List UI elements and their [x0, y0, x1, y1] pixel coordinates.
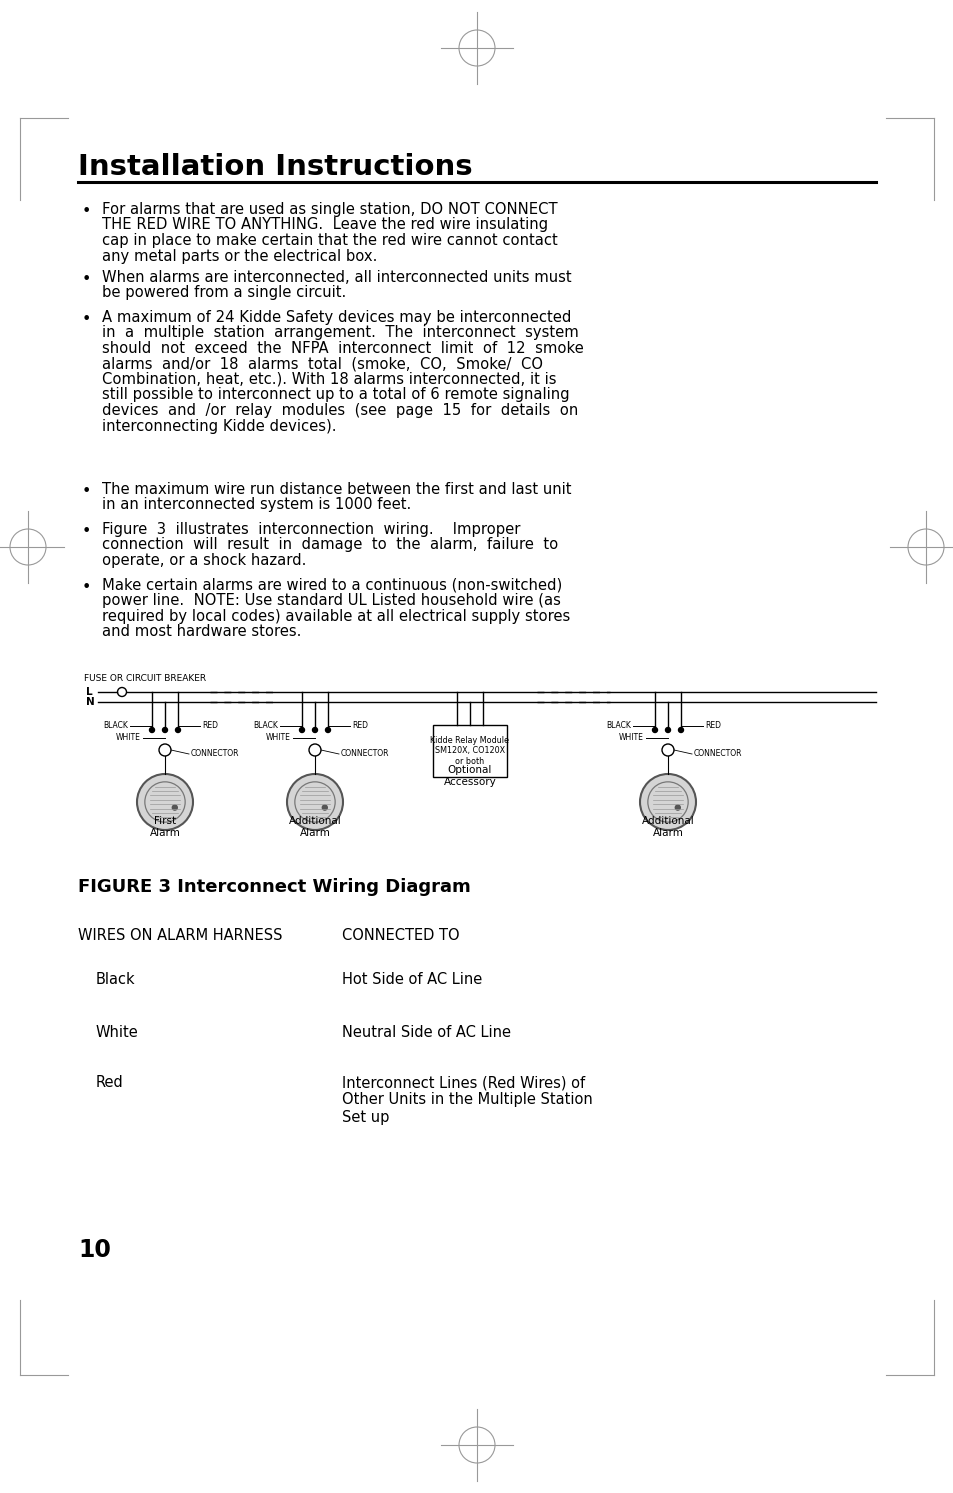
- Circle shape: [137, 773, 193, 830]
- Circle shape: [172, 805, 177, 811]
- Text: RED: RED: [202, 721, 218, 730]
- Text: L: L: [86, 687, 92, 697]
- Text: any metal parts or the electrical box.: any metal parts or the electrical box.: [102, 248, 377, 263]
- Circle shape: [652, 727, 657, 733]
- Text: in  a  multiple  station  arrangement.  The  interconnect  system: in a multiple station arrangement. The i…: [102, 325, 578, 340]
- Text: N: N: [86, 697, 94, 708]
- Circle shape: [322, 805, 327, 811]
- Text: Figure  3  illustrates  interconnection  wiring.    Improper: Figure 3 illustrates interconnection wir…: [102, 523, 519, 537]
- Circle shape: [287, 773, 343, 830]
- Bar: [433, 726, 506, 776]
- Text: WHITE: WHITE: [266, 733, 291, 742]
- Text: operate, or a shock hazard.: operate, or a shock hazard.: [102, 552, 306, 567]
- Text: •: •: [82, 484, 91, 499]
- Circle shape: [665, 727, 670, 733]
- Text: The maximum wire run distance between the first and last unit: The maximum wire run distance between th…: [102, 482, 571, 497]
- Text: FIGURE 3 Interconnect Wiring Diagram: FIGURE 3 Interconnect Wiring Diagram: [78, 878, 470, 896]
- Text: Combination, heat, etc.). With 18 alarms interconnected, it is: Combination, heat, etc.). With 18 alarms…: [102, 372, 556, 387]
- Text: •: •: [82, 524, 91, 539]
- Circle shape: [150, 727, 154, 733]
- Text: White: White: [96, 1026, 138, 1041]
- Text: BLACK: BLACK: [253, 721, 277, 730]
- Text: WHITE: WHITE: [116, 733, 141, 742]
- Text: For alarms that are used as single station, DO NOT CONNECT: For alarms that are used as single stati…: [102, 202, 558, 216]
- Text: Installation Instructions: Installation Instructions: [78, 152, 472, 181]
- Circle shape: [175, 727, 180, 733]
- Text: Make certain alarms are wired to a continuous (non-switched): Make certain alarms are wired to a conti…: [102, 578, 561, 593]
- Text: First
Alarm: First Alarm: [150, 817, 180, 838]
- Text: BLACK: BLACK: [103, 721, 128, 730]
- Text: CONNECTOR: CONNECTOR: [191, 749, 239, 758]
- Circle shape: [639, 773, 696, 830]
- Text: Additional
Alarm: Additional Alarm: [641, 817, 694, 838]
- Text: Red: Red: [96, 1075, 124, 1090]
- Text: •: •: [82, 205, 91, 219]
- Text: WIRES ON ALARM HARNESS: WIRES ON ALARM HARNESS: [78, 929, 282, 944]
- Text: be powered from a single circuit.: be powered from a single circuit.: [102, 285, 346, 300]
- Circle shape: [159, 744, 171, 755]
- Text: •: •: [82, 579, 91, 596]
- Text: WHITE: WHITE: [618, 733, 643, 742]
- Text: 10: 10: [78, 1238, 111, 1262]
- Text: power line.  NOTE: Use standard UL Listed household wire (as: power line. NOTE: Use standard UL Listed…: [102, 594, 560, 609]
- Text: CONNECTOR: CONNECTOR: [340, 749, 389, 758]
- Text: Black: Black: [96, 972, 135, 987]
- Text: FUSE OR CIRCUIT BREAKER: FUSE OR CIRCUIT BREAKER: [84, 673, 206, 682]
- Text: BLACK: BLACK: [605, 721, 630, 730]
- Text: THE RED WIRE TO ANYTHING.  Leave the red wire insulating: THE RED WIRE TO ANYTHING. Leave the red …: [102, 218, 548, 233]
- Text: When alarms are interconnected, all interconnected units must: When alarms are interconnected, all inte…: [102, 270, 571, 285]
- Text: in an interconnected system is 1000 feet.: in an interconnected system is 1000 feet…: [102, 497, 411, 512]
- Text: A maximum of 24 Kidde Safety devices may be interconnected: A maximum of 24 Kidde Safety devices may…: [102, 311, 571, 325]
- Text: cap in place to make certain that the red wire cannot contact: cap in place to make certain that the re…: [102, 233, 558, 248]
- Text: should  not  exceed  the  NFPA  interconnect  limit  of  12  smoke: should not exceed the NFPA interconnect …: [102, 340, 583, 355]
- Text: interconnecting Kidde devices).: interconnecting Kidde devices).: [102, 418, 336, 433]
- Text: Neutral Side of AC Line: Neutral Side of AC Line: [341, 1026, 511, 1041]
- Text: Kidde Relay Module
SM120X, CO120X
or both: Kidde Relay Module SM120X, CO120X or bot…: [430, 736, 509, 766]
- Text: Additional
Alarm: Additional Alarm: [289, 817, 341, 838]
- Text: connection  will  result  in  damage  to  the  alarm,  failure  to: connection will result in damage to the …: [102, 537, 558, 552]
- Text: RED: RED: [704, 721, 720, 730]
- Text: CONNECTED TO: CONNECTED TO: [341, 929, 459, 944]
- Circle shape: [325, 727, 330, 733]
- Circle shape: [309, 744, 320, 755]
- Circle shape: [313, 727, 317, 733]
- Text: alarms  and/or  18  alarms  total  (smoke,  CO,  Smoke/  CO: alarms and/or 18 alarms total (smoke, CO…: [102, 357, 542, 372]
- Text: •: •: [82, 272, 91, 287]
- Text: devices  and  /or  relay  modules  (see  page  15  for  details  on: devices and /or relay modules (see page …: [102, 403, 578, 418]
- Circle shape: [162, 727, 168, 733]
- Text: Interconnect Lines (Red Wires) of
Other Units in the Multiple Station
Set up: Interconnect Lines (Red Wires) of Other …: [341, 1075, 592, 1124]
- Text: still possible to interconnect up to a total of 6 remote signaling: still possible to interconnect up to a t…: [102, 388, 569, 403]
- Circle shape: [661, 744, 673, 755]
- Text: Optional
Accessory: Optional Accessory: [443, 766, 496, 787]
- Text: •: •: [82, 312, 91, 327]
- Text: required by local codes) available at all electrical supply stores: required by local codes) available at al…: [102, 609, 570, 624]
- Circle shape: [675, 805, 679, 811]
- Text: CONNECTOR: CONNECTOR: [693, 749, 741, 758]
- Circle shape: [678, 727, 682, 733]
- Text: and most hardware stores.: and most hardware stores.: [102, 624, 301, 639]
- Circle shape: [299, 727, 304, 733]
- Text: Hot Side of AC Line: Hot Side of AC Line: [341, 972, 482, 987]
- Text: RED: RED: [352, 721, 368, 730]
